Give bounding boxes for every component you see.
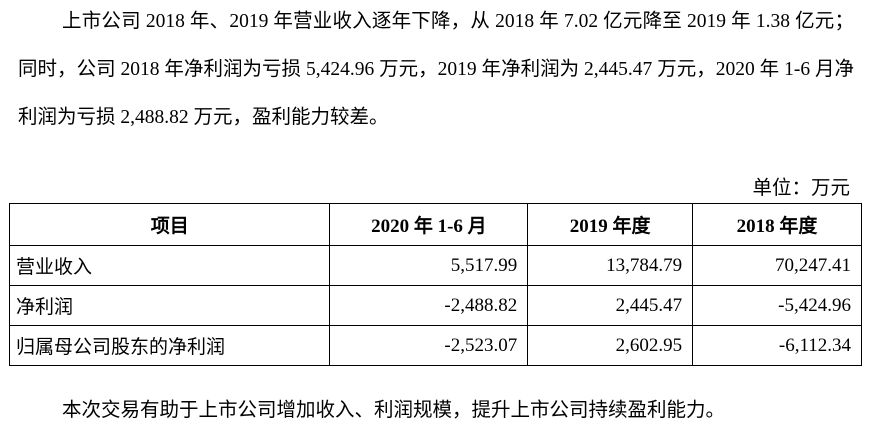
value-cell: -2,523.07 (329, 325, 529, 366)
table-row: 净利润 -2,488.82 2,445.47 -5,424.96 (8, 285, 862, 326)
header-cell: 2020 年 1-6 月 (329, 203, 529, 246)
row-label: 归属母公司股东的净利润 (8, 325, 331, 366)
value-cell: -5,424.96 (692, 285, 862, 326)
row-label: 营业收入 (8, 245, 331, 286)
closing-paragraph: 本次交易有助于上市公司增加收入、利润规模，提升上市公司持续盈利能力。 (62, 400, 726, 421)
header-row: 项目 2020 年 1-6 月 2019 年度 2018 年度 (8, 203, 862, 246)
table-row: 营业收入 5,517.99 13,784.79 70,247.41 (8, 245, 862, 286)
value-cell: 2,445.47 (527, 285, 694, 326)
header-cell: 2018 年度 (692, 203, 862, 246)
value-cell: -6,112.34 (692, 325, 862, 366)
row-label: 净利润 (8, 285, 331, 326)
value-cell: 70,247.41 (692, 245, 862, 286)
value-cell: 2,602.95 (527, 325, 694, 366)
value-cell: 5,517.99 (329, 245, 529, 286)
header-cell: 项目 (8, 203, 331, 246)
intro-paragraph: 上市公司 2018 年、2019 年营业收入逐年下降，从 2018 年 7.02… (18, 11, 854, 128)
header-cell: 2019 年度 (527, 203, 694, 246)
financial-table: 项目 2020 年 1-6 月 2019 年度 2018 年度 营业收入 5,517.9… (8, 203, 862, 366)
table-row: 归属母公司股东的净利润 -2,523.07 2,602.95 -6,112.34 (8, 325, 862, 366)
unit-label: 单位：万元 (752, 178, 850, 199)
value-cell: -2,488.82 (329, 285, 529, 326)
table-body: 营业收入 5,517.99 13,784.79 70,247.41 净利润 -2,488.… (8, 245, 862, 366)
value-cell: 13,784.79 (527, 245, 694, 286)
